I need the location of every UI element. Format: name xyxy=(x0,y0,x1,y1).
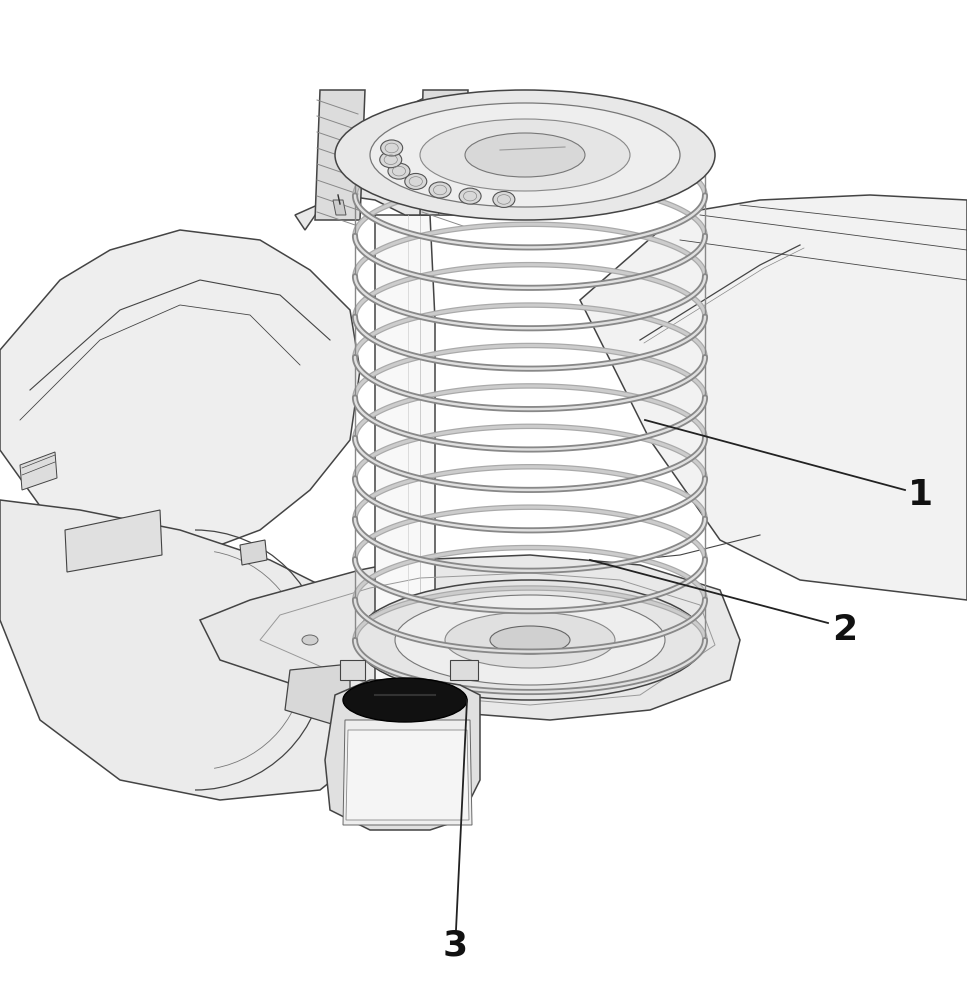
Polygon shape xyxy=(420,90,468,215)
Polygon shape xyxy=(325,680,480,830)
Polygon shape xyxy=(295,95,500,230)
Polygon shape xyxy=(200,555,740,720)
Ellipse shape xyxy=(395,595,665,685)
Polygon shape xyxy=(20,452,57,490)
Polygon shape xyxy=(580,195,967,600)
Polygon shape xyxy=(436,200,449,215)
Polygon shape xyxy=(375,215,435,700)
Polygon shape xyxy=(65,510,162,572)
Polygon shape xyxy=(343,720,472,825)
Ellipse shape xyxy=(429,182,451,198)
Ellipse shape xyxy=(388,163,410,179)
Polygon shape xyxy=(340,660,365,680)
Polygon shape xyxy=(315,90,365,220)
Text: 2: 2 xyxy=(833,613,858,647)
Polygon shape xyxy=(333,200,346,215)
Polygon shape xyxy=(285,665,350,725)
Ellipse shape xyxy=(465,133,585,177)
Ellipse shape xyxy=(445,612,615,668)
Ellipse shape xyxy=(381,140,402,156)
Polygon shape xyxy=(240,540,267,565)
Ellipse shape xyxy=(355,580,705,700)
Ellipse shape xyxy=(405,173,426,189)
Polygon shape xyxy=(0,500,380,800)
Polygon shape xyxy=(0,230,360,560)
Ellipse shape xyxy=(459,188,482,204)
Ellipse shape xyxy=(370,103,680,207)
Ellipse shape xyxy=(343,678,467,722)
Polygon shape xyxy=(450,660,478,680)
Text: 1: 1 xyxy=(907,478,932,512)
Ellipse shape xyxy=(335,90,715,220)
Ellipse shape xyxy=(592,605,608,615)
Ellipse shape xyxy=(380,152,401,168)
Ellipse shape xyxy=(490,626,570,654)
Polygon shape xyxy=(346,730,469,820)
Ellipse shape xyxy=(420,119,630,191)
Ellipse shape xyxy=(493,191,514,207)
Ellipse shape xyxy=(302,635,318,645)
Text: 3: 3 xyxy=(443,928,468,962)
Ellipse shape xyxy=(372,610,388,620)
Ellipse shape xyxy=(662,645,678,655)
